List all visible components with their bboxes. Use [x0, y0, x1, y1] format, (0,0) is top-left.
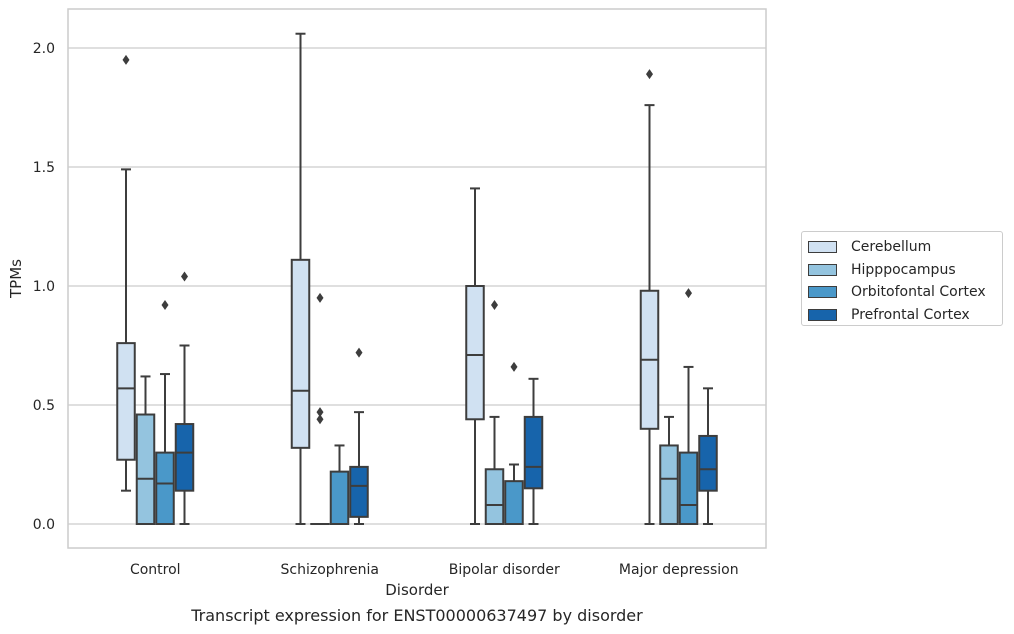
legend-label: Hipppocampus	[851, 261, 956, 278]
outlier-point	[646, 69, 653, 80]
box	[465, 285, 485, 421]
legend-label: Cerebellum	[851, 239, 932, 256]
box-group	[678, 288, 699, 526]
box-group	[290, 32, 311, 525]
box-group	[135, 375, 156, 525]
box-layer	[116, 32, 718, 526]
y-tick-label: 0.0	[33, 517, 55, 533]
y-tick-label: 0.5	[33, 398, 55, 414]
box	[290, 258, 311, 449]
box	[349, 465, 369, 518]
outlier-point	[355, 347, 363, 358]
legend-swatch	[808, 241, 837, 254]
legend-item: Cerebellum	[808, 236, 1002, 259]
box-group	[659, 415, 679, 525]
outlier-point	[122, 54, 130, 65]
x-tick-label: Bipolar disorder	[449, 562, 560, 578]
outlier-point	[316, 407, 324, 418]
legend-label: Orbitofontal Cortex	[851, 284, 986, 301]
box-group	[174, 271, 195, 525]
legend: Cerebellum Hipppocampus Orbitofontal Cor…	[801, 231, 1003, 326]
box	[135, 413, 156, 525]
x-axis-title: Disorder	[385, 581, 449, 599]
box-group	[504, 361, 524, 526]
tick-labels: 0.0 0.5 1.0 1.5 2.0 Control Schizophrenia Bipol…	[33, 41, 739, 578]
box-group	[639, 69, 660, 525]
box-group	[484, 300, 505, 526]
box	[678, 451, 699, 526]
box	[174, 423, 195, 492]
box-group	[349, 347, 369, 525]
outlier-point	[181, 271, 188, 282]
outlier-point	[316, 292, 324, 303]
box	[659, 444, 679, 525]
box	[329, 470, 350, 526]
box-group	[329, 444, 350, 526]
box	[504, 480, 524, 526]
x-tick-label: Schizophrenia	[281, 562, 379, 578]
legend-item: Orbitofontal Cortex	[808, 281, 1002, 304]
legend-swatch	[808, 308, 837, 321]
box	[484, 468, 505, 526]
plot-frame	[67, 8, 767, 549]
legend-item: Hipppocampus	[808, 259, 1002, 282]
box	[698, 434, 718, 492]
outlier-point	[510, 361, 518, 372]
outlier-point	[685, 288, 692, 299]
box-group	[155, 300, 175, 526]
legend-item: Prefrontal Cortex	[808, 304, 1002, 327]
legend-label: Prefrontal Cortex	[851, 306, 970, 323]
legend-swatch	[808, 263, 837, 276]
box-group	[465, 187, 485, 525]
legend-swatch	[808, 286, 837, 299]
y-axis-title: TPMs	[7, 259, 25, 299]
box-group	[310, 292, 330, 526]
outlier-point	[161, 300, 169, 311]
y-tick-label: 1.0	[33, 279, 55, 295]
box-group	[116, 54, 136, 492]
outlier-point	[491, 300, 498, 311]
box-group	[523, 377, 544, 525]
box-group	[698, 387, 718, 525]
x-tick-label: Control	[130, 562, 181, 578]
box	[155, 451, 175, 526]
box	[116, 342, 136, 461]
x-tick-label: Major depression	[619, 562, 739, 578]
y-tick-label: 1.5	[33, 160, 55, 176]
outlier-point	[316, 414, 324, 425]
y-tick-label: 2.0	[33, 41, 55, 57]
figure-caption: Transcript expression for ENST0000063749…	[191, 606, 643, 625]
box	[523, 415, 544, 490]
